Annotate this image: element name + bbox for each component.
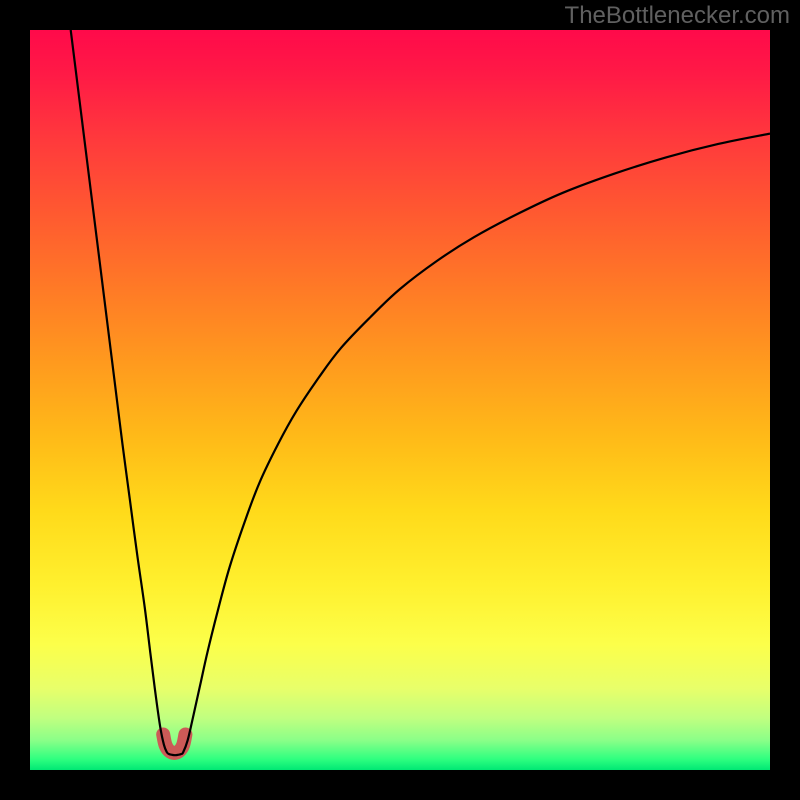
gradient-background [30, 30, 770, 770]
chart-frame: TheBottlenecker.com [0, 0, 800, 800]
watermark-text: TheBottlenecker.com [565, 2, 790, 30]
plot-svg [30, 30, 770, 770]
plot-area [30, 30, 770, 770]
